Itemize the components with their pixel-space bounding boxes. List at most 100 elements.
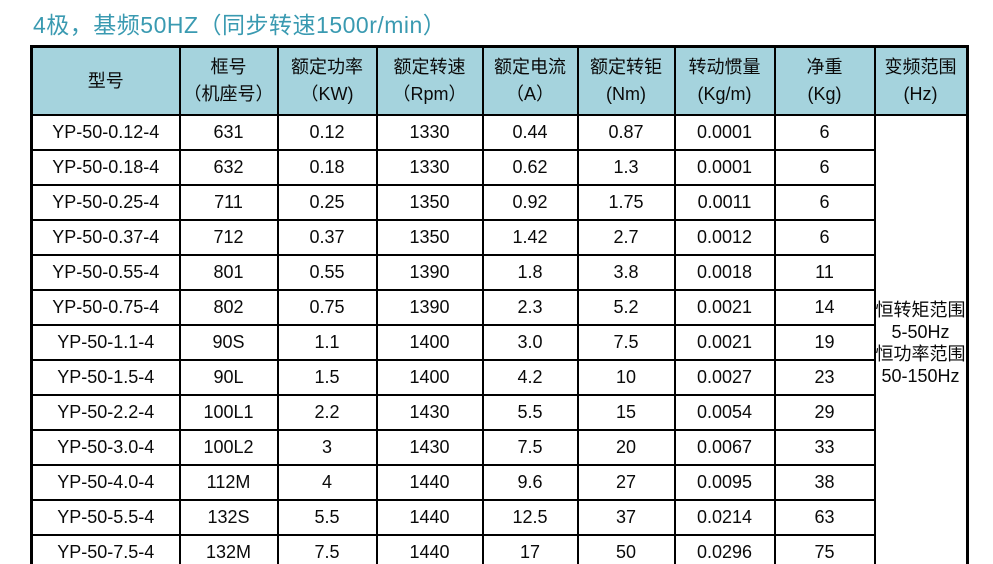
table-cell: 19 bbox=[773, 324, 876, 361]
table-cell: 0.0001 bbox=[673, 149, 776, 186]
table-cell: 1440 bbox=[375, 464, 484, 501]
page-title: 4极，基频50HZ（同步转速1500r/min） bbox=[33, 12, 447, 38]
table-cell: 10 bbox=[576, 359, 676, 396]
table-cell: 9.6 bbox=[481, 464, 579, 501]
table-cell: 6 bbox=[773, 219, 876, 256]
table-cell: 5.5 bbox=[276, 499, 378, 536]
table-cell: 2.7 bbox=[576, 219, 676, 256]
table-row: YP-50-3.0-4 100L2 3 1430 7.5 20 0.0067 33 bbox=[30, 429, 968, 466]
table-cell: 0.0011 bbox=[673, 184, 776, 221]
table-row: YP-50-7.5-4 132M 7.5 1440 17 50 0.0296 75 bbox=[30, 534, 968, 564]
table-cell: 711 bbox=[178, 184, 279, 221]
table-cell: YP-50-1.5-4 bbox=[30, 359, 181, 396]
table-row: YP-50-0.12-4 631 0.12 1330 0.44 0.87 0.0001 6 恒转… bbox=[30, 114, 968, 564]
motor-spec-table: 型号 框号 （机座号） 额定功率 （KW) 额定转速 （Rpm） 额定电流 bbox=[30, 45, 969, 564]
table-cell: 1430 bbox=[375, 394, 484, 431]
table-cell: 100L2 bbox=[178, 429, 279, 466]
table-cell: 1430 bbox=[375, 429, 484, 466]
table-cell: 11 bbox=[773, 254, 876, 291]
table-cell: 3.8 bbox=[576, 254, 676, 291]
table-cell: 0.0296 bbox=[673, 534, 776, 564]
table-cell: 29 bbox=[773, 394, 876, 431]
table-cell: 0.0001 bbox=[673, 114, 776, 151]
table-cell: 0.0027 bbox=[673, 359, 776, 396]
table-cell: YP-50-4.0-4 bbox=[30, 464, 181, 501]
table-cell: 0.75 bbox=[276, 289, 378, 326]
col-header-unit: (Kg/m) bbox=[697, 84, 752, 104]
table-cell: 632 bbox=[178, 149, 279, 186]
table-row: YP-50-0.55-4 801 0.55 1390 1.8 3.8 0.0018 11 bbox=[30, 254, 968, 291]
table-cell: 0.12 bbox=[276, 114, 378, 151]
table-cell: 0.0095 bbox=[673, 464, 776, 501]
table-cell: 3.0 bbox=[481, 324, 579, 361]
table-cell: 132S bbox=[178, 499, 279, 536]
table-cell: 12.5 bbox=[481, 499, 579, 536]
table-cell: 802 bbox=[178, 289, 279, 326]
table-cell: 38 bbox=[773, 464, 876, 501]
table-cell: 1350 bbox=[375, 184, 484, 221]
table-cell: 1390 bbox=[375, 289, 484, 326]
table-cell: 6 bbox=[773, 114, 876, 151]
table-cell: 90S bbox=[178, 324, 279, 361]
table-cell: 17 bbox=[481, 534, 579, 564]
col-header-label: 净重 bbox=[806, 57, 843, 77]
table-cell: YP-50-7.5-4 bbox=[30, 534, 181, 564]
table-cell: 6 bbox=[773, 184, 876, 221]
table-cell: YP-50-0.75-4 bbox=[30, 289, 181, 326]
table-cell: 1400 bbox=[375, 324, 484, 361]
table-cell: 75 bbox=[773, 534, 876, 564]
col-header-unit: （Rpm） bbox=[392, 84, 467, 104]
table-cell: 112M bbox=[178, 464, 279, 501]
col-header-unit: （机座号） bbox=[183, 84, 274, 104]
table-cell: 1440 bbox=[375, 499, 484, 536]
col-header-label: 框号 bbox=[210, 57, 247, 77]
table-row: YP-50-0.37-4 712 0.37 1350 1.42 2.7 0.0012 6 bbox=[30, 219, 968, 256]
table-cell: 0.0054 bbox=[673, 394, 776, 431]
table-cell: 4.2 bbox=[481, 359, 579, 396]
table-cell: 1.1 bbox=[276, 324, 378, 361]
table-cell: 6 bbox=[773, 149, 876, 186]
table-cell: 0.44 bbox=[481, 114, 579, 151]
table-row: YP-50-1.1-4 90S 1.1 1400 3.0 7.5 0.0021 19 bbox=[30, 324, 968, 361]
table-cell: 0.0012 bbox=[673, 219, 776, 256]
table-cell: 1330 bbox=[375, 114, 484, 151]
col-header-unit: （KW) bbox=[300, 84, 354, 104]
table-cell: 5.2 bbox=[576, 289, 676, 326]
table-row: YP-50-0.75-4 802 0.75 1390 2.3 5.2 0.0021 14 bbox=[30, 289, 968, 326]
table-row: YP-50-5.5-4 132S 5.5 1440 12.5 37 0.0214 63 bbox=[30, 499, 968, 536]
table-row: YP-50-4.0-4 112M 4 1440 9.6 27 0.0095 38 bbox=[30, 464, 968, 501]
col-header-label: 变频范围 bbox=[884, 57, 957, 77]
frequency-range-cell: 恒转矩范围 5-50Hz 恒功率范围 50-150Hz bbox=[873, 114, 968, 564]
col-header-unit: (Hz) bbox=[903, 84, 938, 104]
table-cell: YP-50-0.37-4 bbox=[30, 219, 181, 256]
table-cell: 1.3 bbox=[576, 149, 676, 186]
table-cell: 23 bbox=[773, 359, 876, 396]
col-header-rated-speed: 额定转速 （Rpm） bbox=[375, 45, 484, 116]
table-cell: 132M bbox=[178, 534, 279, 564]
col-header-frequency-range: 变频范围 (Hz) bbox=[873, 45, 968, 116]
col-header-label: 型号 bbox=[87, 70, 124, 91]
table-cell: 1330 bbox=[375, 149, 484, 186]
table-cell: 1.75 bbox=[576, 184, 676, 221]
table-cell: YP-50-0.55-4 bbox=[30, 254, 181, 291]
table-cell: 7.5 bbox=[481, 429, 579, 466]
table-cell: YP-50-0.25-4 bbox=[30, 184, 181, 221]
col-header-rated-current: 额定电流 （A） bbox=[481, 45, 579, 116]
table-cell: 1350 bbox=[375, 219, 484, 256]
table-cell: 0.18 bbox=[276, 149, 378, 186]
table-cell: 2.2 bbox=[276, 394, 378, 431]
table-cell: 7.5 bbox=[276, 534, 378, 564]
frequency-range-line: 5-50Hz bbox=[891, 321, 950, 342]
table-cell: 0.37 bbox=[276, 219, 378, 256]
col-header-rated-torque: 额定转钜 (Nm) bbox=[576, 45, 676, 116]
table-cell: 1.42 bbox=[481, 219, 579, 256]
table-cell: YP-50-0.18-4 bbox=[30, 149, 181, 186]
col-header-rated-power: 额定功率 （KW) bbox=[276, 45, 378, 116]
table-cell: 631 bbox=[178, 114, 279, 151]
table-cell: 0.92 bbox=[481, 184, 579, 221]
frequency-range-line: 恒转矩范围 bbox=[875, 299, 966, 320]
table-cell: 63 bbox=[773, 499, 876, 536]
table-cell: 801 bbox=[178, 254, 279, 291]
frequency-range-line: 50-150Hz bbox=[881, 365, 960, 386]
